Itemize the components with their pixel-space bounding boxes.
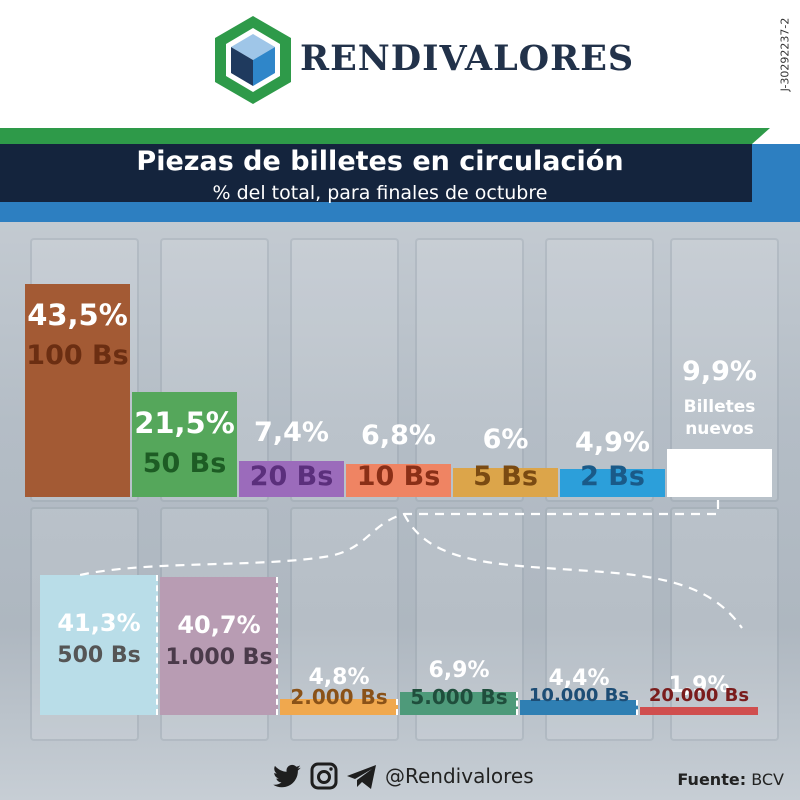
social-handle: @Rendivalores <box>385 764 534 788</box>
bar-category-label: 2.000 Bs <box>290 685 388 709</box>
bar <box>160 576 278 715</box>
bar <box>40 574 158 715</box>
chart-subtitle: % del total, para finales de octubre <box>212 182 548 204</box>
banknote-ghost <box>290 238 399 502</box>
bar-category-label: 50 Bs <box>142 447 227 479</box>
bar-category-label: 20.000 Bs <box>648 685 750 706</box>
banknote-ghost <box>415 238 524 502</box>
bar <box>239 460 344 497</box>
bar-value-label: 7,4% <box>254 416 329 448</box>
bar-value-label: 21,5% <box>134 405 235 440</box>
bar-value-label: 4,8% <box>308 664 370 690</box>
bar <box>132 391 237 497</box>
bar <box>346 463 451 497</box>
source-label: Fuente: <box>677 770 747 789</box>
bar <box>400 691 518 715</box>
bar <box>560 469 665 497</box>
bar <box>667 449 772 497</box>
bar-value-label: 4,4% <box>548 666 610 692</box>
source-value: BCV <box>751 770 784 789</box>
chart-title: Piezas de billetes en circulación <box>136 146 624 177</box>
bar-value-label: 43,5% <box>27 297 128 332</box>
instagram-icon[interactable] <box>310 762 338 790</box>
bar-value-label: 1,9% <box>668 673 730 698</box>
bar-category-label: 100 Bs <box>26 339 129 371</box>
bar-value-label: 40,7% <box>177 610 261 639</box>
bar-category-label: 5.000 Bs <box>410 685 508 709</box>
brand-logo <box>215 16 291 104</box>
bar <box>520 700 638 715</box>
banknote-ghost <box>670 507 779 741</box>
bar <box>280 698 398 715</box>
banknote-ghost <box>545 238 654 502</box>
bar-category-label: 10 Bs <box>356 461 441 492</box>
bar-category-label: 20 Bs <box>249 461 334 492</box>
source-credit: Fuente: BCV <box>677 770 784 789</box>
bar-value-label: 6% <box>482 423 529 455</box>
bar-value-label: 4,9% <box>575 427 650 458</box>
chart-background <box>0 222 800 800</box>
header: RENDIVALORES J-30292237-2 <box>0 0 800 120</box>
bar-category-label: 1.000 Bs <box>165 644 273 670</box>
brand-name: RENDIVALORES <box>300 38 635 79</box>
bar-value-label: 41,3% <box>57 608 141 637</box>
bar-category-label: 2 Bs <box>580 461 645 492</box>
bar <box>25 283 130 497</box>
bar-value-label: 9,9% <box>682 356 757 387</box>
twitter-icon[interactable] <box>272 764 302 790</box>
title-banner <box>0 128 800 222</box>
bar <box>453 467 558 497</box>
telegram-icon[interactable] <box>346 764 378 790</box>
bar-value-label: 6,9% <box>428 657 490 683</box>
bar-category-label: Billetes nuevos <box>683 397 756 439</box>
bar-category-label: 500 Bs <box>57 642 141 668</box>
bar-value-label: 6,8% <box>361 419 436 451</box>
bar-category-label: 5 Bs <box>473 461 538 492</box>
bar <box>640 707 758 715</box>
bar-category-label: 10.000 Bs <box>528 685 630 706</box>
